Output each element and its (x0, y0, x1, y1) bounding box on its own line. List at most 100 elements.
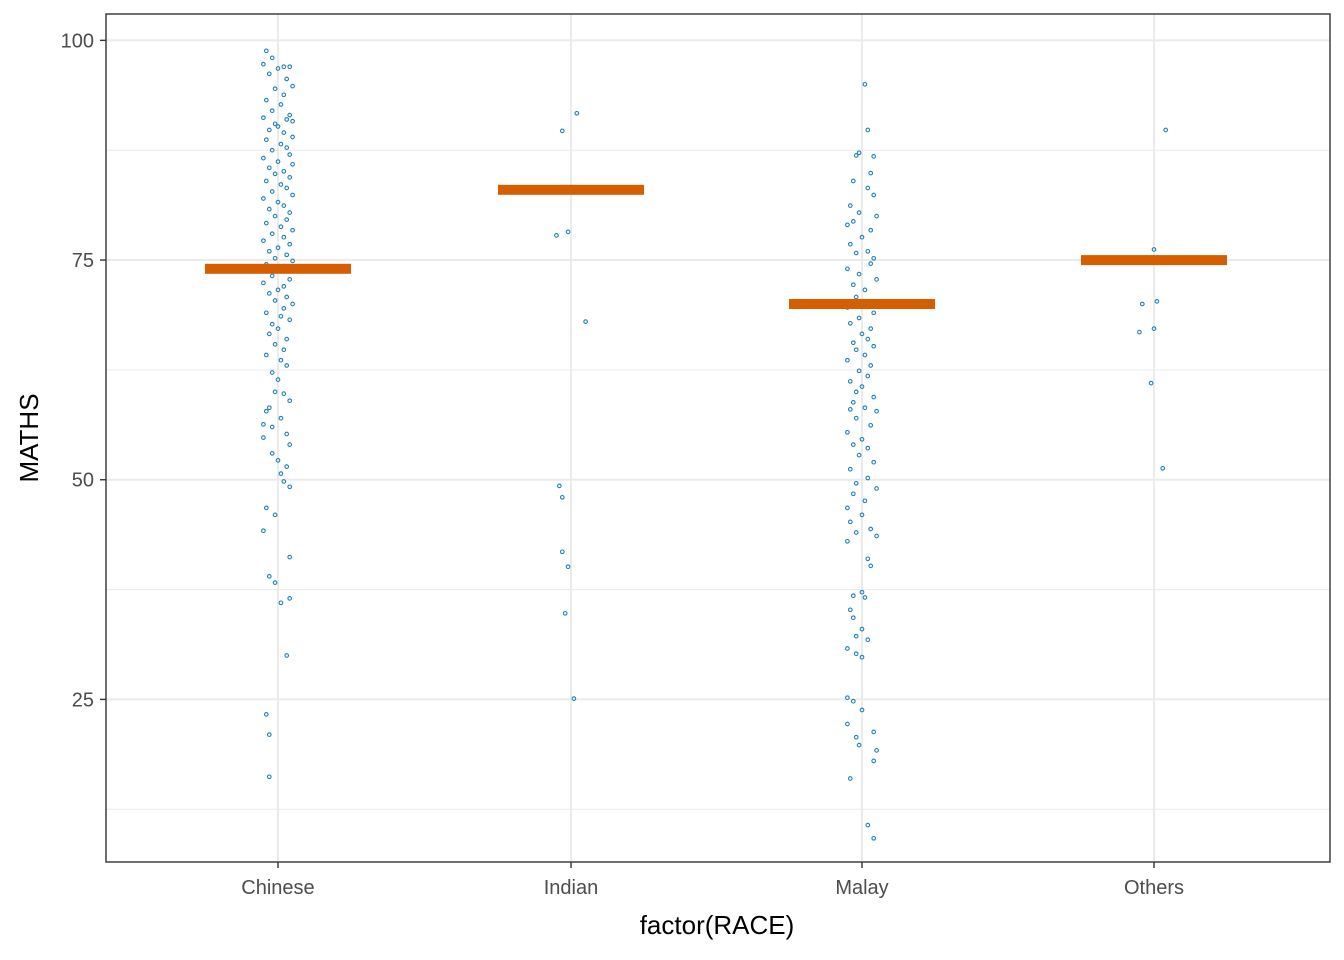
data-point (272, 342, 278, 347)
data-point (281, 347, 287, 353)
data-point (284, 76, 290, 82)
data-point (850, 491, 856, 497)
data-point (287, 210, 293, 215)
data-point (859, 626, 865, 632)
data-point (272, 389, 278, 395)
data-point (284, 431, 290, 437)
data-point (1154, 299, 1160, 304)
data-point (290, 301, 295, 307)
data-point (853, 530, 859, 535)
data-point (862, 595, 868, 600)
data-point (284, 336, 290, 342)
data-point (287, 554, 293, 560)
data-point (583, 319, 588, 324)
data-point (266, 405, 272, 411)
data-point (261, 528, 266, 534)
x-tick-label: Chinese (241, 877, 314, 899)
data-point (275, 124, 281, 129)
data-point (290, 258, 295, 264)
data-point (281, 92, 287, 98)
data-point (845, 695, 850, 701)
data-point (269, 321, 275, 327)
data-point (856, 271, 862, 277)
data-point (272, 512, 278, 518)
data-point (853, 153, 859, 158)
data-point (865, 373, 871, 379)
data-point (266, 574, 272, 579)
data-point (1139, 301, 1145, 307)
data-point (261, 61, 266, 67)
data-point (263, 48, 269, 54)
data-point (263, 97, 269, 103)
data-point (871, 192, 877, 198)
data-point (281, 284, 287, 289)
data-point (871, 394, 877, 400)
data-point (284, 653, 290, 658)
data-point (868, 227, 874, 233)
data-point (287, 398, 293, 404)
data-point (862, 81, 868, 87)
data-point (275, 199, 281, 205)
data-point (272, 171, 278, 177)
data-point (853, 480, 859, 486)
data-point (871, 310, 877, 316)
data-point (281, 391, 287, 396)
data-point (856, 315, 862, 321)
data-point (862, 287, 868, 293)
data-point (272, 86, 278, 92)
data-point (266, 331, 272, 337)
data-point (269, 231, 275, 237)
data-point (278, 102, 284, 107)
data-point (853, 250, 859, 256)
data-point (565, 229, 571, 235)
data-point (871, 835, 877, 841)
data-point (266, 774, 272, 780)
data-point (845, 357, 850, 363)
data-point (287, 175, 293, 180)
data-point (269, 108, 275, 114)
data-point (859, 331, 865, 337)
data-point (281, 130, 287, 135)
data-point (871, 729, 877, 735)
data-point (874, 213, 879, 219)
data-point (281, 168, 287, 174)
data-point (281, 234, 287, 240)
data-point (868, 261, 874, 266)
data-point (272, 255, 278, 261)
data-point (850, 178, 856, 184)
data-point (284, 363, 290, 368)
data-point (287, 596, 293, 601)
data-point (859, 384, 865, 389)
x-tick-label: Others (1124, 877, 1184, 899)
data-point (868, 363, 874, 368)
data-point (261, 422, 266, 427)
data-point (554, 233, 559, 238)
data-point (865, 822, 871, 828)
data-point (290, 192, 295, 198)
data-point (847, 203, 853, 208)
data-point (287, 152, 293, 157)
data-point (865, 127, 871, 133)
data-point (856, 452, 862, 458)
data-point (859, 234, 865, 240)
data-point (845, 429, 850, 435)
data-point (272, 298, 278, 303)
y-axis: 25 50 75 100 (61, 30, 106, 711)
data-point (862, 352, 868, 358)
data-point (269, 273, 275, 279)
data-point (269, 189, 275, 194)
data-point (269, 424, 275, 430)
jitter-points (261, 48, 1169, 841)
data-point (275, 458, 281, 463)
data-point (278, 471, 284, 476)
data-point (859, 707, 865, 713)
data-point (287, 112, 293, 118)
data-point (263, 352, 269, 358)
data-point (278, 415, 284, 421)
data-point (574, 110, 580, 116)
data-point (559, 128, 565, 134)
data-point (847, 519, 853, 525)
data-point (281, 64, 287, 70)
x-axis: Chinese Indian Malay Others (241, 862, 1184, 899)
